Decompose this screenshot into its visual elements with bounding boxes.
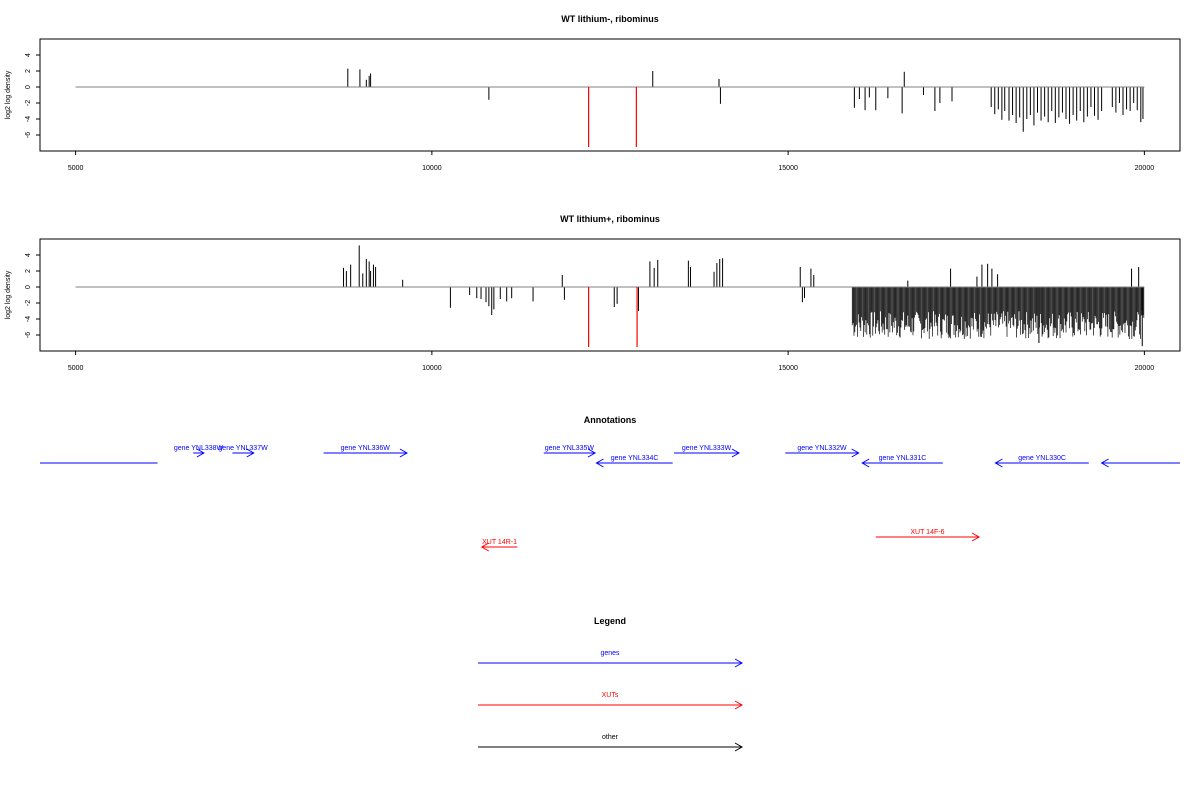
- gene-label: gene YNL336W: [341, 445, 391, 452]
- legend-label: genes: [600, 650, 620, 657]
- legend-arrow: [478, 658, 744, 668]
- gene-arrow: [232, 448, 255, 458]
- annotation-xuts: XUT 14R-1 XUT 14F-6: [480, 529, 981, 552]
- y-tick-label: 2: [25, 69, 32, 73]
- gene-label: gene YNL332W: [797, 445, 847, 452]
- x-tick-label: 20000: [1135, 365, 1155, 372]
- y-tick-label: -6: [25, 132, 32, 138]
- panel1-title: WT lithium-, ribominus: [561, 14, 659, 24]
- panel1-x-axis: 5000 10000 15000 20000: [68, 151, 1154, 172]
- x-tick-label: 10000: [422, 365, 442, 372]
- legend-label: other: [602, 734, 619, 741]
- panel1-y-axis-label: log2 log density: [5, 70, 12, 119]
- gene-arrow: [595, 458, 673, 468]
- y-tick-label: -4: [25, 116, 32, 122]
- gene-arrow: [323, 448, 408, 458]
- panel2-y-axis: -6 -4 -2 0 2 4: [25, 253, 40, 338]
- gene-arrow: [193, 448, 205, 458]
- gene-label: gene YNL334C: [611, 455, 659, 462]
- annotations-title: Annotations: [584, 415, 637, 425]
- gene-arrow: [1100, 458, 1180, 468]
- x-tick-label: 5000: [68, 365, 84, 372]
- legend-arrow: [478, 700, 744, 710]
- legend-title: Legend: [594, 616, 626, 626]
- panel1-plot-frame: [39, 38, 1181, 152]
- gene-label: gene YNL335W: [545, 445, 595, 452]
- gene-label: gene YNL331C: [879, 455, 927, 462]
- x-tick-label: 15000: [778, 165, 798, 172]
- xut-label: XUT 14R-1: [482, 539, 517, 546]
- gene-label: gene YNL337W: [218, 445, 268, 452]
- panel2-plot-frame: [39, 238, 1181, 352]
- y-tick-label: -2: [25, 100, 32, 106]
- panel2-y-axis-label: log2 log density: [5, 270, 12, 319]
- y-tick-label: 2: [25, 269, 32, 273]
- xut-arrow: [480, 542, 518, 552]
- panel2-title: WT lithium+, ribominus: [560, 214, 660, 224]
- y-tick-label: 0: [25, 285, 32, 289]
- y-tick-label: 0: [25, 85, 32, 89]
- gene-label: gene YNL338W: [174, 445, 224, 452]
- legend-arrow: [478, 742, 744, 752]
- panel2-x-axis: 5000 10000 15000 20000: [68, 351, 1154, 372]
- panel2-bars: [75, 245, 1145, 347]
- gene-arrow: [785, 448, 860, 458]
- xut-label: XUT 14F-6: [910, 529, 944, 536]
- panel-lithium-minus: WT lithium-, ribominus log2 log density …: [5, 14, 1181, 172]
- y-tick-label: -4: [25, 316, 32, 322]
- gene-label: gene YNL333W: [682, 445, 732, 452]
- panel-lithium-plus: WT lithium+, ribominus log2 log density …: [5, 214, 1181, 372]
- gene-label: gene YNL330C: [1018, 455, 1066, 462]
- gene-arrow: [861, 458, 943, 468]
- legend-label: XUTs: [602, 692, 619, 699]
- y-tick-label: 4: [25, 53, 32, 57]
- x-tick-label: 10000: [422, 165, 442, 172]
- legend-panel: Legend genes XUTs other: [478, 616, 744, 752]
- x-tick-label: 20000: [1135, 165, 1155, 172]
- legend-items: genes XUTs other: [478, 650, 744, 752]
- x-tick-label: 15000: [778, 365, 798, 372]
- gene-arrow: [543, 448, 597, 458]
- x-tick-label: 5000: [68, 165, 84, 172]
- panel1-bars: [75, 68, 1145, 147]
- xut-arrow: [875, 532, 981, 542]
- panel1-y-axis: -6 -4 -2 0 2 4: [25, 53, 40, 138]
- gene-arrow: [994, 458, 1089, 468]
- y-tick-label: -6: [25, 332, 32, 338]
- y-tick-label: 4: [25, 253, 32, 257]
- y-tick-label: -2: [25, 300, 32, 306]
- gene-arrow: [674, 448, 740, 458]
